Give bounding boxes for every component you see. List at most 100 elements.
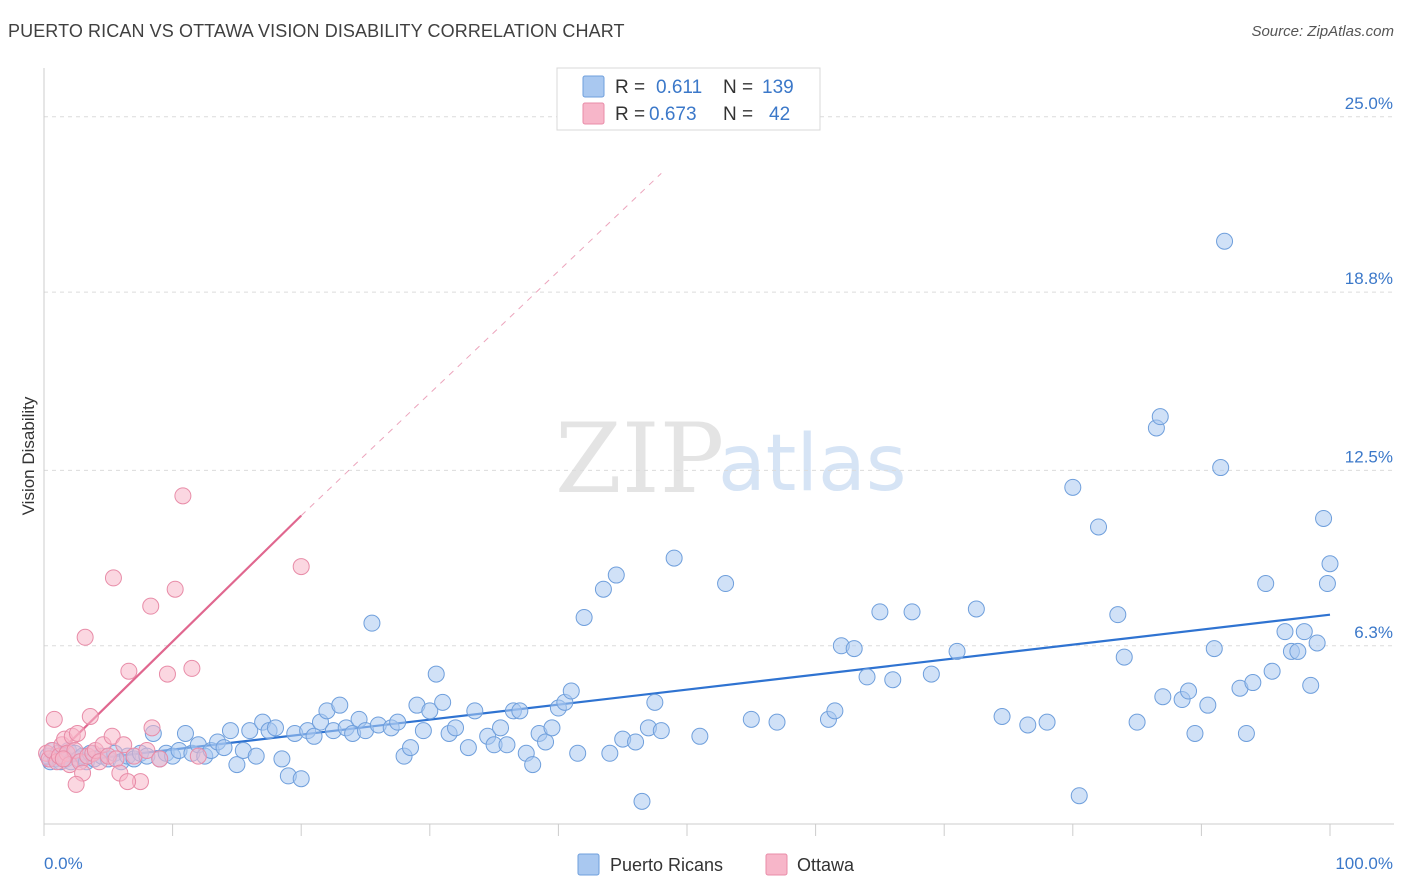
point-0-37 [228, 756, 246, 774]
legend-swatch-puerto-ricans [582, 75, 605, 98]
legend-top: R = 0.611 N = 139 R = 0.673 N = 42 [556, 67, 821, 131]
point-0-112 [948, 642, 966, 660]
point-0-80 [524, 756, 542, 774]
point-1-43 [142, 597, 160, 615]
point-0-127 [1180, 682, 1198, 700]
y-tick-label-2: 18.8% [1345, 269, 1393, 288]
point-1-36 [183, 659, 201, 677]
point-0-89 [594, 580, 612, 598]
point-0-134 [1237, 724, 1255, 742]
point-0-82 [537, 733, 555, 751]
point-1-32 [151, 750, 169, 768]
point-0-97 [652, 722, 670, 740]
point-0-63 [402, 739, 420, 757]
watermark: ZIP atlas [555, 403, 907, 515]
point-0-40 [247, 747, 265, 765]
chart-title: PUERTO RICAN VS OTTAWA VISION DISABILITY… [8, 21, 625, 41]
point-0-136 [1257, 575, 1275, 593]
point-0-35 [215, 739, 233, 757]
y-tick-label-1: 12.5% [1345, 447, 1393, 466]
point-0-117 [1064, 478, 1082, 496]
legend-swatch-ottawa [582, 102, 605, 125]
legend-bottom-swatch-ottawa [765, 853, 788, 876]
x-tick-label-0: 0.0% [44, 854, 83, 873]
point-0-143 [1308, 634, 1326, 652]
point-0-47 [292, 770, 310, 788]
point-1-31 [143, 719, 161, 737]
point-0-120 [1109, 606, 1127, 624]
point-0-114 [993, 708, 1011, 726]
legend-r-label-1: R = [615, 77, 645, 98]
x-tick-label-1: 100.0% [1335, 854, 1393, 873]
point-1-15 [76, 628, 94, 646]
point-0-116 [1038, 713, 1056, 731]
watermark-zip: ZIP [555, 403, 724, 515]
point-0-137 [1263, 662, 1281, 680]
point-0-91 [601, 744, 619, 762]
point-1-26 [115, 736, 133, 754]
point-0-39 [241, 722, 259, 740]
point-0-49 [305, 727, 323, 745]
point-0-108 [871, 603, 889, 621]
legend-r-value-2: 0.673 [649, 104, 697, 125]
point-1-39 [119, 773, 137, 791]
series-ottawa [38, 487, 310, 793]
point-1-41 [54, 750, 72, 768]
point-0-138 [1276, 623, 1294, 641]
point-0-141 [1295, 623, 1313, 641]
legend-r-label-2: R = [615, 104, 645, 125]
point-0-98 [665, 549, 683, 567]
point-0-88 [575, 608, 593, 626]
axes [43, 68, 1394, 836]
point-0-121 [1115, 648, 1133, 666]
point-1-40 [67, 775, 85, 793]
legend-n-value-2: 42 [769, 104, 790, 125]
point-0-144 [1315, 509, 1333, 527]
point-0-101 [742, 710, 760, 728]
point-0-44 [273, 750, 291, 768]
point-1-30 [138, 741, 156, 759]
point-0-132 [1216, 232, 1234, 250]
point-0-131 [1212, 459, 1230, 477]
point-0-70 [447, 719, 465, 737]
point-0-111 [922, 665, 940, 683]
legend-bottom-swatch-puerto-ricans [577, 853, 600, 876]
legend-bottom-label-ottawa: Ottawa [797, 855, 855, 875]
point-1-12 [68, 724, 86, 742]
point-0-65 [414, 722, 432, 740]
trend-line-0 [43, 613, 1331, 766]
point-0-107 [858, 668, 876, 686]
point-0-96 [646, 693, 664, 711]
point-0-142 [1302, 676, 1320, 694]
y-tick-label-0: 6.3% [1354, 623, 1393, 642]
trend-lines [43, 172, 1331, 769]
point-0-86 [562, 682, 580, 700]
point-0-99 [691, 727, 709, 745]
point-1-3 [45, 710, 63, 728]
gridlines [44, 116, 1394, 647]
point-0-145 [1318, 575, 1336, 593]
series-puerto-ricans [39, 232, 1339, 810]
point-0-36 [221, 722, 239, 740]
point-0-83 [543, 719, 561, 737]
point-0-115 [1019, 716, 1037, 734]
point-0-58 [363, 614, 381, 632]
point-0-100 [717, 575, 735, 593]
point-1-17 [81, 708, 99, 726]
point-1-35 [174, 487, 192, 505]
point-1-27 [120, 662, 138, 680]
point-0-90 [607, 566, 625, 584]
point-0-66 [421, 702, 439, 720]
legend-n-value-1: 139 [762, 77, 794, 98]
point-0-125 [1154, 688, 1172, 706]
point-0-104 [826, 702, 844, 720]
point-1-42 [292, 558, 310, 576]
trend-line-1 [43, 514, 302, 769]
point-0-76 [498, 736, 516, 754]
point-0-109 [884, 671, 902, 689]
point-1-37 [189, 747, 207, 765]
point-0-87 [569, 744, 587, 762]
point-1-33 [158, 665, 176, 683]
scatter-points [38, 232, 1339, 810]
